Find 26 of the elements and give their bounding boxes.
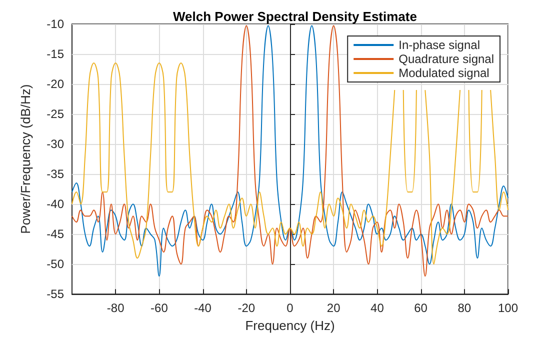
y-axis-title: Power/Frequency (dB/Hz) <box>18 84 33 234</box>
y-tick-label: -45 <box>46 227 64 242</box>
x-tick-label: 20 <box>326 301 341 316</box>
x-tick-label: 80 <box>458 301 472 316</box>
y-tick-label: -25 <box>46 107 64 122</box>
y-tick-label: -30 <box>46 137 64 152</box>
x-tick-label: 60 <box>414 301 428 316</box>
y-tick-label: -35 <box>46 167 64 182</box>
chart-title: Welch Power Spectral Density Estimate <box>173 9 417 24</box>
x-tick-label: 40 <box>370 301 384 316</box>
y-tick-label: -40 <box>46 197 64 212</box>
y-tick-label: -20 <box>46 77 64 92</box>
y-tick-label: -15 <box>46 47 64 62</box>
y-tick-label: -55 <box>46 287 64 302</box>
x-tick-label: -20 <box>238 301 256 316</box>
x-tick-label: -60 <box>150 301 168 316</box>
x-tick-label: -80 <box>106 301 125 316</box>
x-tick-label: -40 <box>194 301 212 316</box>
y-tick-label: -10 <box>46 17 64 31</box>
x-tick-label: 100 <box>498 301 518 316</box>
x-axis-title: Frequency (Hz) <box>245 318 335 333</box>
legend-label: Modulated signal <box>398 66 490 80</box>
x-tick-label: 0 <box>286 301 294 316</box>
y-tick-label: -50 <box>46 257 64 272</box>
legend-label: In-phase signal <box>398 38 480 52</box>
legend-label: Quadrature signal <box>398 52 494 66</box>
